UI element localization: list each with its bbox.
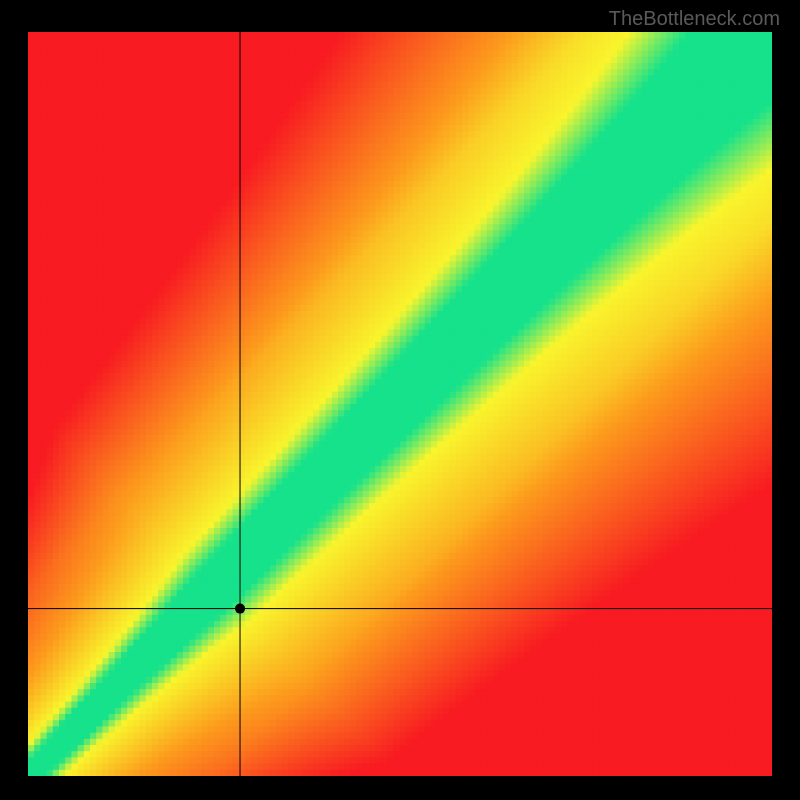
heatmap-plot [28, 32, 772, 776]
watermark-text: TheBottleneck.com [609, 8, 780, 31]
chart-container: TheBottleneck.com [0, 0, 800, 800]
heatmap-canvas [28, 32, 772, 776]
